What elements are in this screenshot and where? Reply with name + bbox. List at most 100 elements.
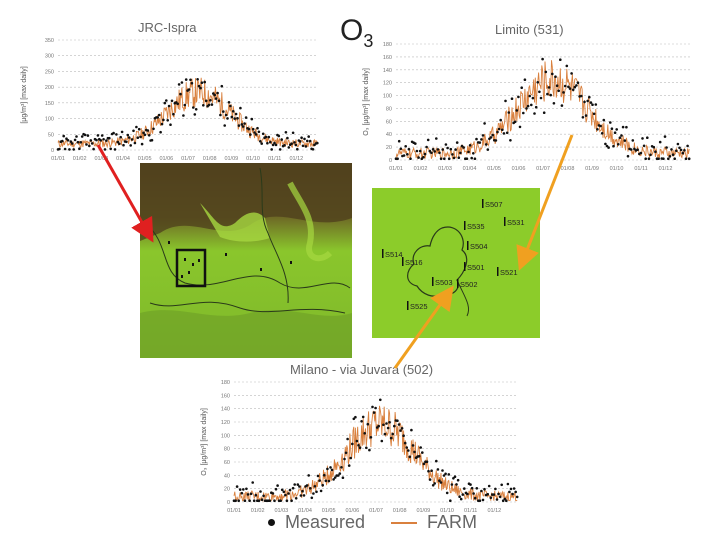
measured-point bbox=[523, 78, 527, 81]
measured-point bbox=[291, 131, 295, 135]
y-tick-label: 120 bbox=[383, 81, 392, 87]
x-tick-label: 01/10 bbox=[440, 508, 454, 514]
measured-point bbox=[349, 456, 352, 460]
measured-point bbox=[385, 422, 388, 425]
measured-point bbox=[254, 133, 258, 136]
measured-point bbox=[278, 148, 282, 151]
measured-point bbox=[249, 133, 252, 136]
arrow-milano bbox=[393, 285, 454, 369]
measured-point bbox=[372, 411, 376, 414]
x-tick-label: 01/04 bbox=[298, 508, 312, 514]
measured-point bbox=[299, 494, 303, 497]
measured-point bbox=[506, 482, 510, 486]
measured-point bbox=[282, 490, 286, 494]
x-tick-label: 01/01 bbox=[51, 156, 65, 162]
y-tick-label: 180 bbox=[383, 42, 392, 48]
chart-plot: 180 160 140 120 100 80 60 40 20 0 01/01 01/02 01/03 0… bbox=[201, 380, 519, 514]
measured-point bbox=[513, 120, 517, 124]
measured-point bbox=[396, 419, 399, 422]
station-flag-icon bbox=[504, 217, 506, 226]
measured-point bbox=[547, 86, 551, 89]
measured-point bbox=[307, 474, 310, 477]
x-tick-label: 01/12 bbox=[289, 156, 303, 162]
measured-point bbox=[182, 114, 185, 117]
x-tick-label: 01/08 bbox=[561, 166, 575, 172]
measured-point bbox=[509, 487, 513, 491]
measured-point bbox=[451, 153, 454, 156]
measured-point bbox=[113, 148, 117, 151]
measured-point bbox=[641, 137, 644, 140]
measured-point bbox=[501, 499, 505, 502]
x-tick-label: 01/02 bbox=[251, 508, 265, 514]
measured-point bbox=[419, 446, 422, 449]
measured-point bbox=[251, 127, 255, 131]
measured-point bbox=[686, 144, 689, 148]
measured-point bbox=[276, 484, 279, 487]
measured-point bbox=[310, 496, 314, 500]
measured-point bbox=[213, 93, 216, 97]
measured-point bbox=[230, 115, 234, 119]
measured-point bbox=[311, 148, 315, 151]
measured-point bbox=[596, 128, 599, 131]
station-flag-icon bbox=[407, 301, 409, 310]
measured-point bbox=[391, 432, 394, 436]
measured-point bbox=[306, 139, 309, 143]
measured-point bbox=[512, 487, 516, 490]
measured-point bbox=[389, 436, 393, 440]
measured-point bbox=[157, 113, 161, 117]
station-flag-icon bbox=[464, 221, 466, 230]
measured-point bbox=[319, 489, 323, 493]
x-tick-label: 01/10 bbox=[246, 156, 260, 162]
measured-point bbox=[433, 150, 436, 153]
measured-point bbox=[294, 497, 298, 500]
measured-point bbox=[647, 157, 651, 160]
x-tick-label: 01/01 bbox=[227, 508, 241, 514]
measured-point bbox=[360, 420, 363, 423]
measured-point bbox=[470, 156, 473, 160]
measured-point bbox=[70, 142, 74, 145]
measured-point bbox=[304, 145, 308, 148]
measured-point bbox=[269, 140, 272, 144]
measured-point bbox=[438, 151, 441, 155]
measured-point bbox=[588, 95, 591, 99]
measured-point bbox=[103, 148, 107, 151]
measured-point bbox=[625, 125, 628, 129]
measured-point bbox=[287, 492, 290, 495]
measured-point bbox=[426, 138, 430, 142]
measured-point bbox=[250, 117, 254, 121]
measured-point bbox=[546, 92, 549, 96]
measured-point bbox=[224, 113, 228, 117]
station-label: S535 bbox=[467, 222, 485, 231]
measured-point bbox=[76, 140, 80, 144]
station-label: S514 bbox=[385, 250, 403, 259]
measured-point bbox=[496, 130, 499, 134]
y-tick-label: 40 bbox=[386, 132, 392, 138]
measured-point bbox=[584, 114, 588, 117]
y-tick-label: 60 bbox=[224, 460, 230, 466]
measured-point bbox=[439, 481, 443, 484]
y-tick-label: 120 bbox=[221, 420, 230, 426]
x-tick-label: 01/03 bbox=[274, 508, 288, 514]
x-tick-label: 01/08 bbox=[203, 156, 217, 162]
measured-point bbox=[594, 103, 598, 106]
measured-point bbox=[365, 446, 368, 450]
measured-point bbox=[435, 137, 438, 140]
measured-point bbox=[238, 488, 242, 491]
y-tick-label: 140 bbox=[383, 68, 392, 74]
measured-point bbox=[329, 466, 332, 469]
measured-point bbox=[435, 459, 438, 463]
measured-point bbox=[684, 157, 688, 160]
measured-point bbox=[371, 405, 374, 409]
y-tick-label: 160 bbox=[383, 55, 392, 61]
measured-point bbox=[277, 134, 281, 138]
measured-point bbox=[61, 139, 64, 143]
measured-point bbox=[620, 134, 623, 137]
measured-point bbox=[83, 133, 87, 137]
measured-point bbox=[563, 84, 567, 88]
measured-point bbox=[658, 140, 662, 144]
x-tick-label: 01/06 bbox=[345, 508, 359, 514]
measured-point bbox=[639, 151, 643, 155]
measured-point bbox=[234, 499, 237, 502]
measured-marker-icon bbox=[268, 519, 275, 526]
measured-point bbox=[108, 136, 111, 140]
